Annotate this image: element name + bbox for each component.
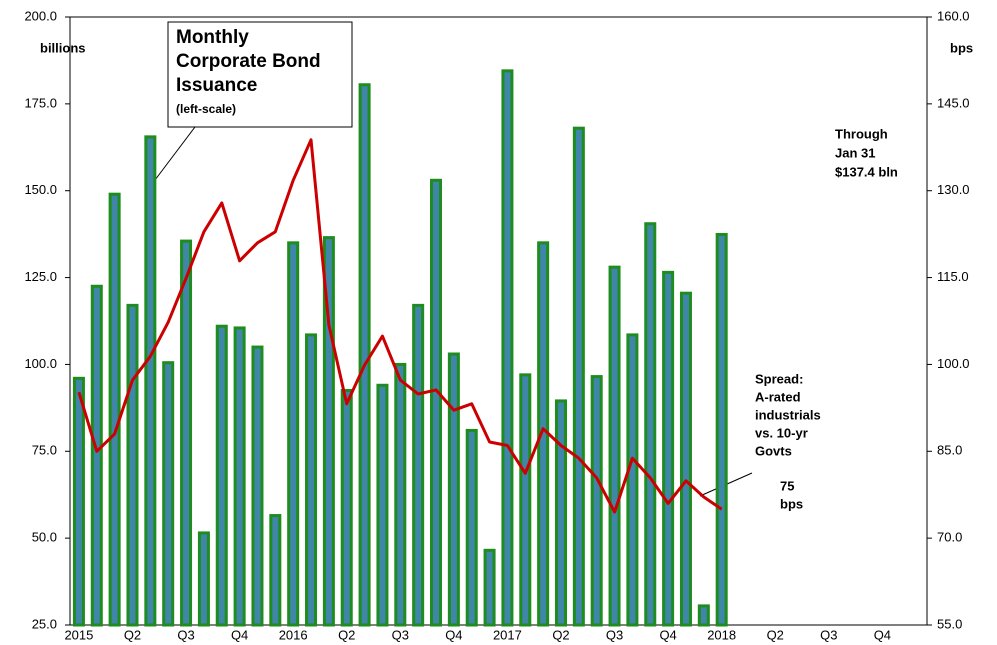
title-box bbox=[167, 21, 353, 128]
bar bbox=[162, 361, 175, 627]
x-tick-label: Q4 bbox=[874, 627, 891, 642]
y-tick-label: 125.0 bbox=[24, 269, 57, 284]
chart-title: Corporate Bond bbox=[176, 51, 321, 72]
bar bbox=[430, 178, 443, 627]
x-tick-label: Q2 bbox=[767, 627, 784, 642]
y-tick-label: 75.0 bbox=[32, 443, 57, 458]
y2-tick-label: 70.0 bbox=[937, 530, 962, 545]
annotation: Jan 31 bbox=[835, 145, 875, 160]
bar bbox=[447, 352, 460, 627]
x-tick-label: 2018 bbox=[707, 627, 736, 642]
bar bbox=[197, 531, 210, 627]
y2-tick-label: 130.0 bbox=[937, 182, 970, 197]
bar bbox=[322, 236, 335, 627]
y-tick-label: 100.0 bbox=[24, 356, 57, 371]
y2-tick-label: 145.0 bbox=[937, 95, 970, 110]
bar bbox=[90, 284, 103, 627]
title-note: (left-scale) bbox=[176, 102, 236, 116]
bar bbox=[126, 303, 139, 627]
y-axis-label: billions bbox=[40, 40, 86, 55]
y-tick-label: 25.0 bbox=[32, 616, 57, 631]
bar bbox=[144, 135, 157, 627]
title-pointer bbox=[154, 126, 196, 181]
annotation: 75 bbox=[780, 478, 794, 493]
bar bbox=[662, 270, 675, 627]
bar bbox=[572, 126, 585, 627]
bar bbox=[501, 69, 514, 627]
bar bbox=[644, 222, 657, 627]
annotation: Spread: bbox=[755, 371, 803, 386]
y-tick-label: 150.0 bbox=[24, 182, 57, 197]
bar bbox=[715, 232, 728, 627]
x-tick-label: Q4 bbox=[231, 627, 248, 642]
x-tick-label: Q4 bbox=[659, 627, 676, 642]
y2-tick-label: 115.0 bbox=[937, 269, 969, 284]
bar bbox=[72, 376, 85, 627]
x-tick-label: 2016 bbox=[279, 627, 308, 642]
x-tick-label: 2017 bbox=[493, 627, 522, 642]
bar bbox=[108, 192, 121, 627]
y-tick-label: 175.0 bbox=[24, 95, 57, 110]
bar bbox=[376, 383, 389, 627]
bar bbox=[269, 514, 282, 627]
y-tick-label: 200.0 bbox=[24, 8, 57, 23]
bar bbox=[519, 373, 532, 627]
bar bbox=[180, 239, 193, 627]
bar bbox=[287, 241, 300, 627]
plot-frame bbox=[69, 16, 928, 626]
bar bbox=[394, 362, 407, 627]
annotation: $137.4 bln bbox=[835, 164, 898, 179]
bar bbox=[340, 388, 353, 627]
annotation: Govts bbox=[755, 443, 792, 458]
x-tick-label: Q3 bbox=[606, 627, 623, 642]
annotation: A-rated bbox=[755, 389, 801, 404]
x-tick-label: Q2 bbox=[552, 627, 569, 642]
annotation: industrials bbox=[755, 407, 821, 422]
y-tick-label: 50.0 bbox=[32, 530, 57, 545]
bar bbox=[608, 265, 621, 627]
annotation: Through bbox=[835, 126, 888, 141]
bar bbox=[679, 291, 692, 627]
y2-tick-label: 55.0 bbox=[937, 616, 962, 631]
x-tick-label: Q3 bbox=[177, 627, 194, 642]
x-tick-label: Q4 bbox=[445, 627, 462, 642]
x-tick-label: Q2 bbox=[338, 627, 355, 642]
chart-title: Issuance bbox=[176, 75, 257, 96]
annotation: bps bbox=[780, 496, 803, 511]
y2-axis-label: bps bbox=[950, 40, 973, 55]
y2-tick-label: 85.0 bbox=[937, 443, 962, 458]
y2-tick-label: 160.0 bbox=[937, 8, 970, 23]
bar bbox=[483, 548, 496, 627]
bar bbox=[465, 428, 478, 627]
bar bbox=[215, 324, 228, 627]
bar bbox=[626, 333, 639, 627]
bar bbox=[358, 83, 371, 627]
bar bbox=[305, 333, 318, 627]
bar bbox=[697, 604, 710, 627]
bar bbox=[590, 375, 603, 627]
annotation: vs. 10-yr bbox=[755, 425, 808, 440]
bar bbox=[233, 326, 246, 627]
y2-tick-label: 100.0 bbox=[937, 356, 970, 371]
bar bbox=[412, 303, 425, 627]
bar bbox=[554, 399, 567, 627]
x-tick-label: Q2 bbox=[124, 627, 141, 642]
chart-title: Monthly bbox=[176, 27, 249, 48]
x-tick-label: 2015 bbox=[64, 627, 93, 642]
x-tick-label: Q3 bbox=[820, 627, 837, 642]
spread-line bbox=[77, 138, 723, 514]
x-tick-label: Q3 bbox=[392, 627, 409, 642]
bar bbox=[251, 345, 264, 627]
